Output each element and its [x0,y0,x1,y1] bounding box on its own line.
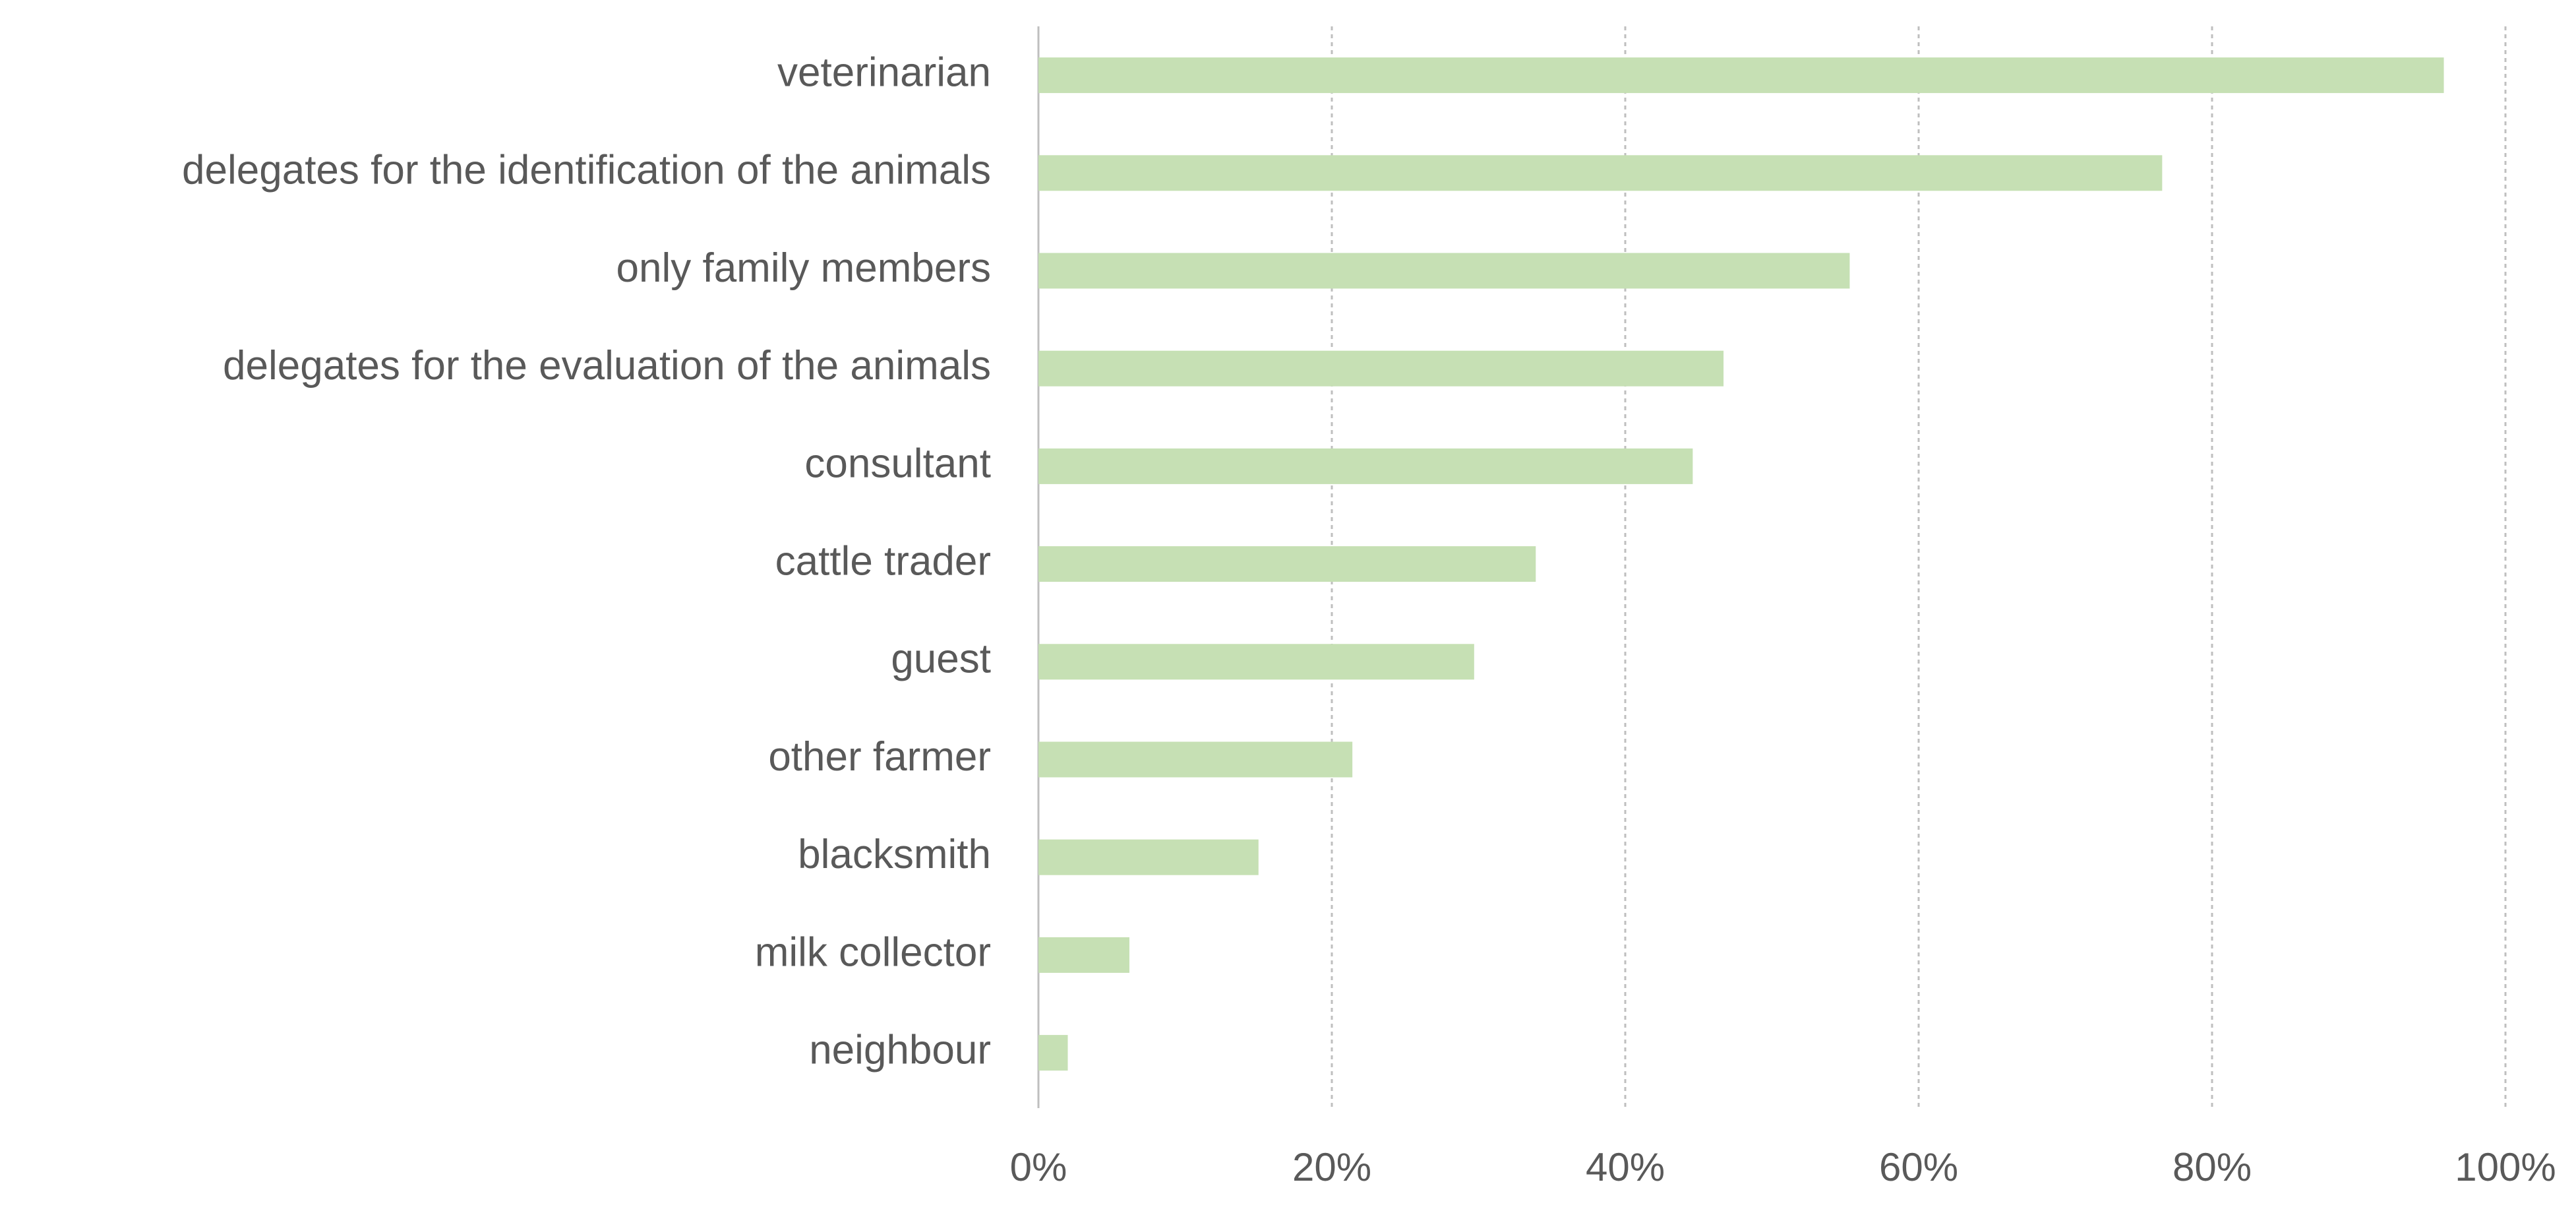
category-label: only family members [616,245,991,291]
bar [1038,253,1850,289]
bar [1038,155,2163,191]
x-tick-label: 80% [2172,1145,2252,1189]
bar [1038,741,1353,778]
category-label: cattle trader [775,538,991,584]
category-label: neighbour [809,1027,991,1073]
bar [1038,644,1474,680]
category-label: blacksmith [798,832,991,877]
x-tick-label: 40% [1586,1145,1665,1189]
x-tick-label: 0% [1010,1145,1067,1189]
category-label: other farmer [768,734,991,780]
bar [1038,839,1259,875]
category-label: veterinarian [777,49,991,95]
bars [1038,57,2444,1071]
category-labels: veterinarian delegates for the identifica… [182,49,991,1073]
bar [1038,57,2444,94]
bar [1038,350,1724,387]
bar [1038,1035,1068,1071]
bar [1038,546,1536,582]
x-tick-label: 60% [1879,1145,1958,1189]
bar [1038,448,1693,484]
x-tick-labels: 0% 20% 40% 60% 80% 100% [1010,1145,2556,1189]
category-label: guest [891,637,991,682]
bar [1038,937,1129,973]
category-label: milk collector [755,929,991,975]
category-label: delegates for the evaluation of the anim… [223,343,991,389]
x-tick-label: 20% [1292,1145,1371,1189]
category-label: delegates for the identification of the … [182,148,991,193]
x-tick-label: 100% [2455,1145,2556,1189]
category-label: consultant [804,441,991,486]
